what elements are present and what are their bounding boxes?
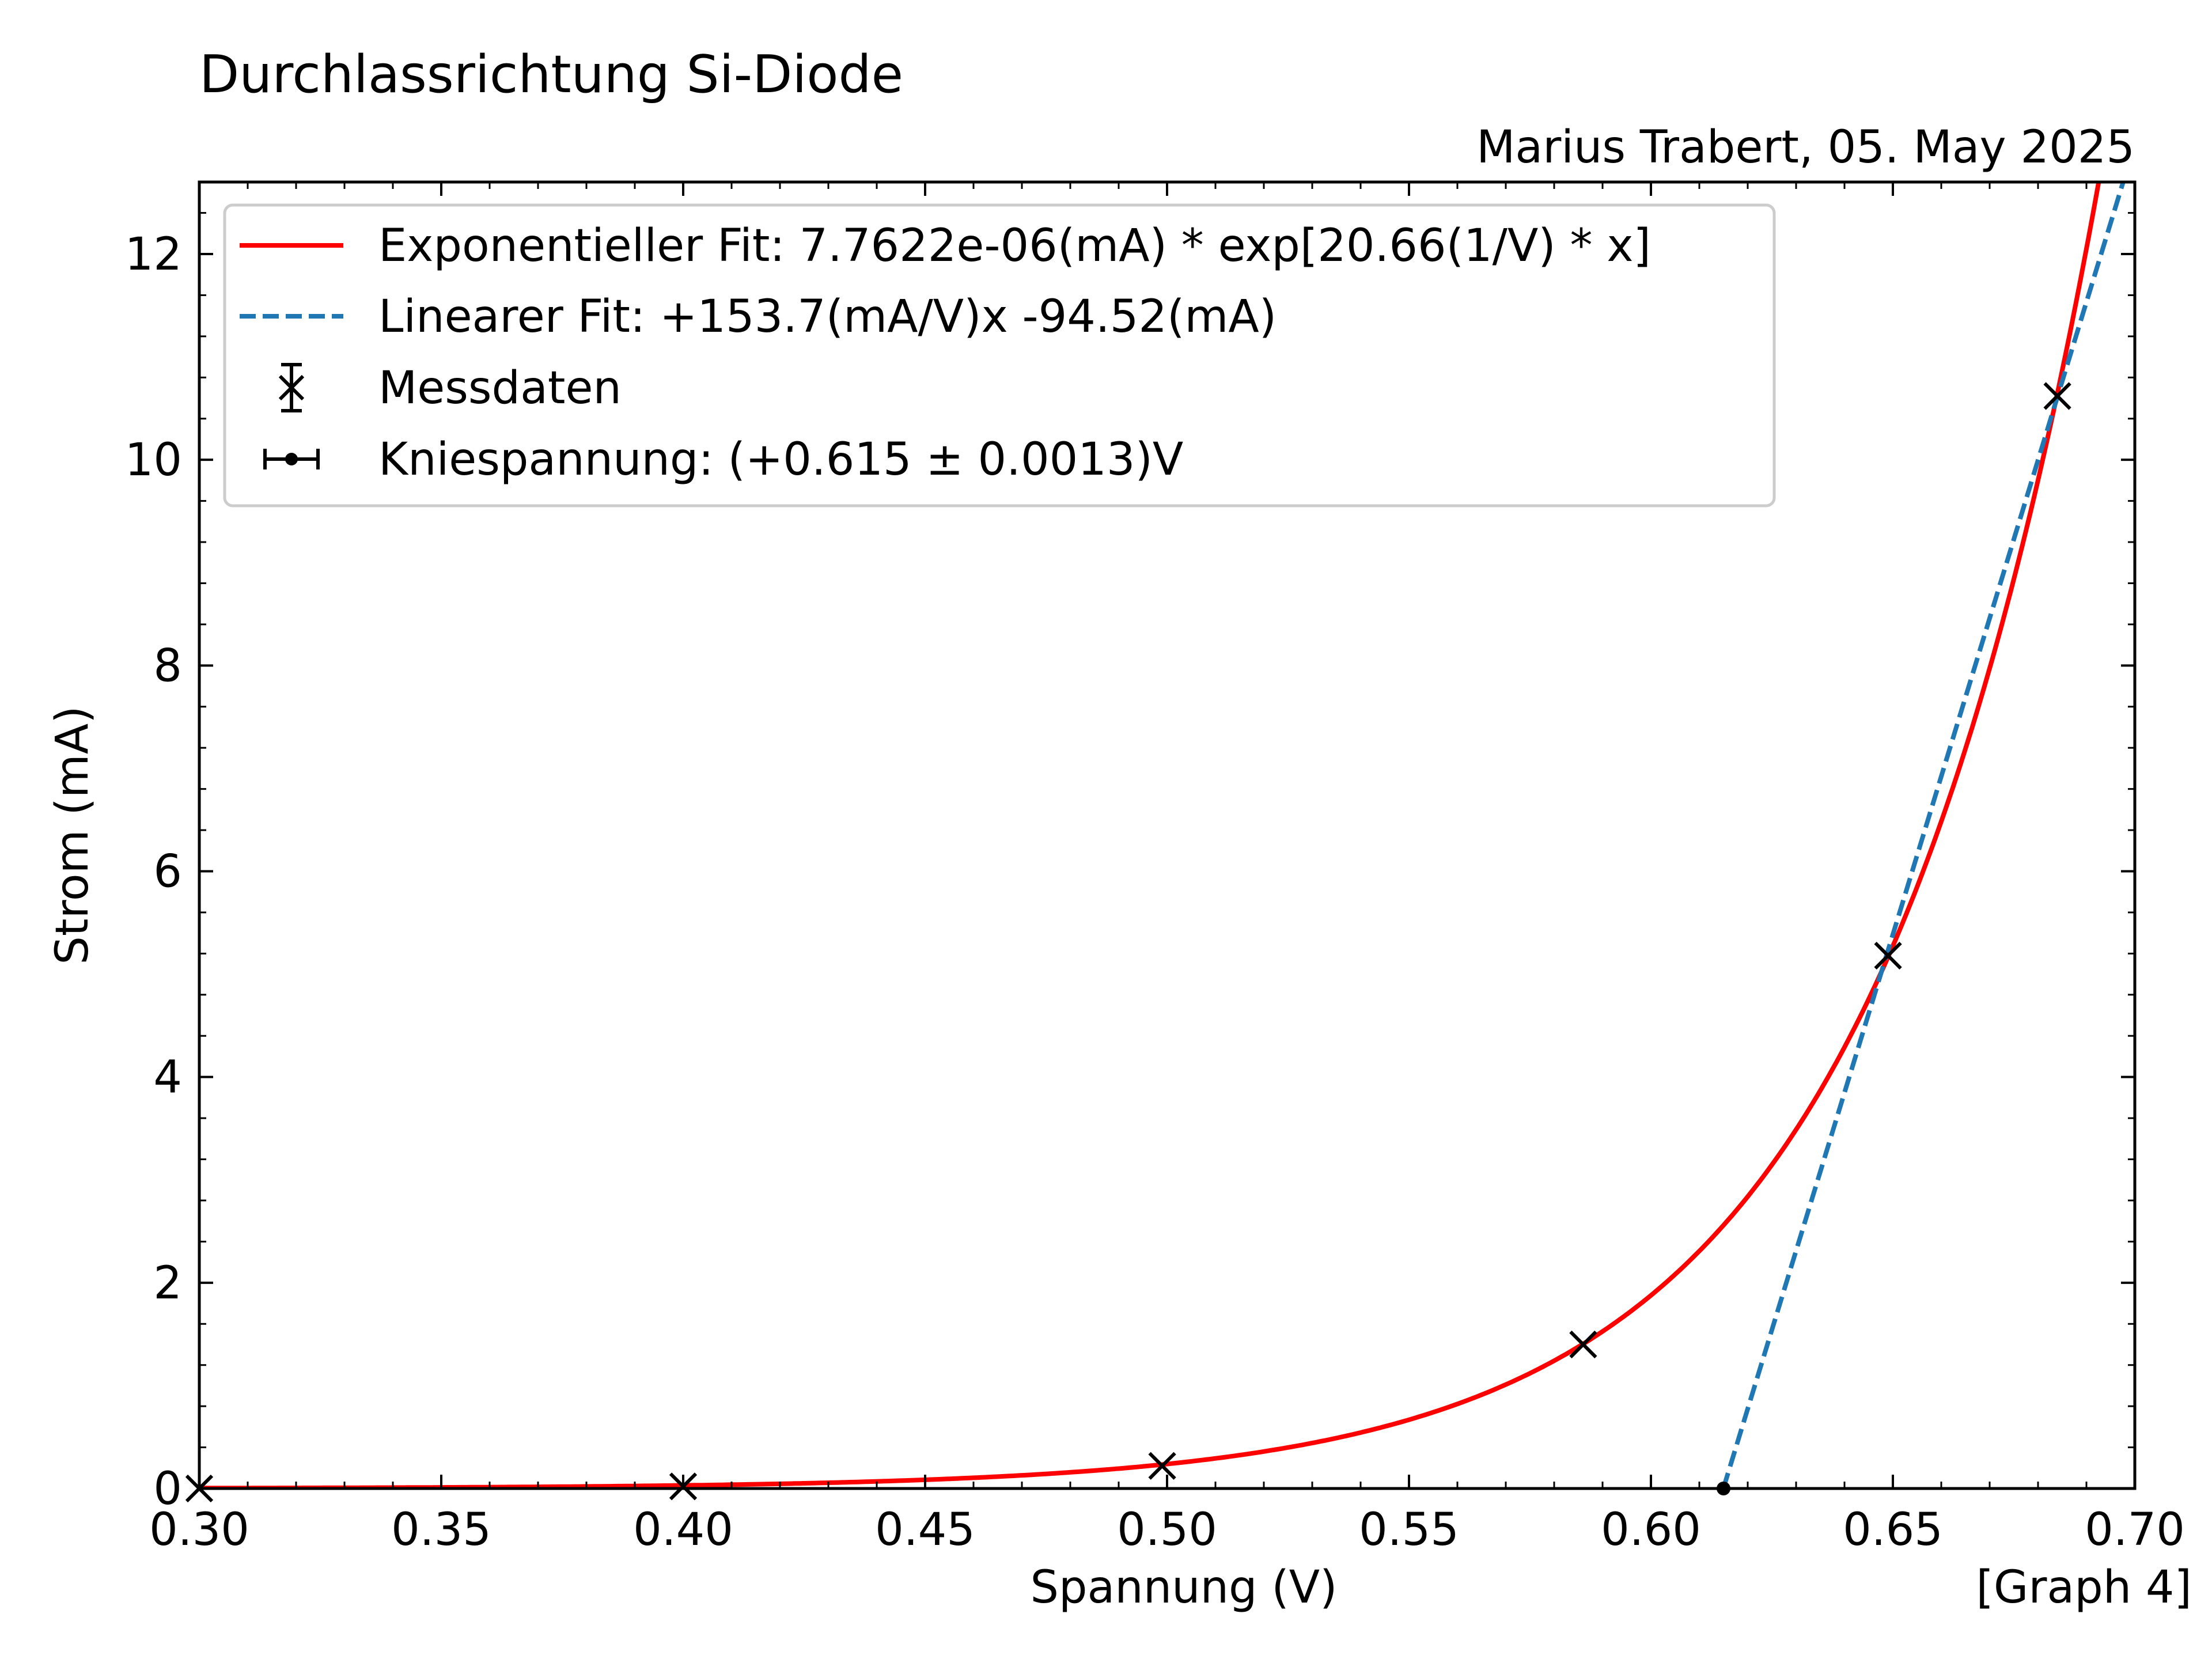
x-tick-label: 0.60 [1601,1504,1701,1556]
legend-messdaten-label: Messdaten [378,362,622,414]
data-point [2043,382,2071,410]
graph-number-label: [Graph 4] [1976,1562,2192,1613]
y-tick-label: 6 [153,846,182,898]
legend-exp-fit-label: Exponentieller Fit: 7.7622e-06(mA) * exp… [378,220,1651,272]
x-tick-label: 0.55 [1359,1504,1459,1556]
data-point-stroke [1148,1452,1176,1480]
x-tick-label: 0.65 [1843,1504,1943,1556]
legend-knee-label: Kniespannung: (+0.615 ± 0.0013)V [378,434,1183,486]
legend-knee-swatch [263,449,320,469]
x-axis-label: Spannung (V) [1030,1562,1337,1613]
y-tick-label: 10 [125,434,182,486]
x-tick-label: 0.45 [875,1504,975,1556]
data-point [1148,1452,1176,1480]
data-point [1874,941,1902,970]
y-tick-label: 12 [125,229,182,281]
y-tick-label: 0 [153,1463,182,1515]
chart-subtitle: Marius Trabert, 05. May 2025 [1476,122,2135,173]
data-point [1569,1330,1597,1359]
y-tick-label: 4 [153,1052,182,1104]
y-tick-label: 8 [153,640,182,692]
data-point-stroke [1874,941,1902,970]
legend-lin-fit-label: Linearer Fit: +153.7(mA/V)x -94.52(mA) [378,291,1277,343]
data-point-stroke [2043,382,2071,410]
x-tick-label: 0.40 [633,1504,733,1556]
y-tick-label: 2 [153,1257,182,1309]
plot-area [185,180,2137,1503]
x-tick-label: 0.30 [149,1504,249,1556]
chart-title: Durchlassrichtung Si-Diode [199,44,903,105]
legend-messdaten-swatch [278,363,305,412]
linear-fit-line [1721,182,2126,1488]
legend: Exponentieller Fit: 7.7622e-06(mA) * exp… [223,203,1776,507]
exp-fit-curve [199,182,2101,1488]
legend-box [223,203,1776,507]
x-tick-label: 0.50 [1117,1504,1217,1556]
x-tick-label: 0.35 [391,1504,491,1556]
y-axis-label: Strom (mA) [47,706,99,964]
data-point-stroke [1569,1330,1597,1359]
x-tick-label: 0.70 [2085,1504,2185,1556]
